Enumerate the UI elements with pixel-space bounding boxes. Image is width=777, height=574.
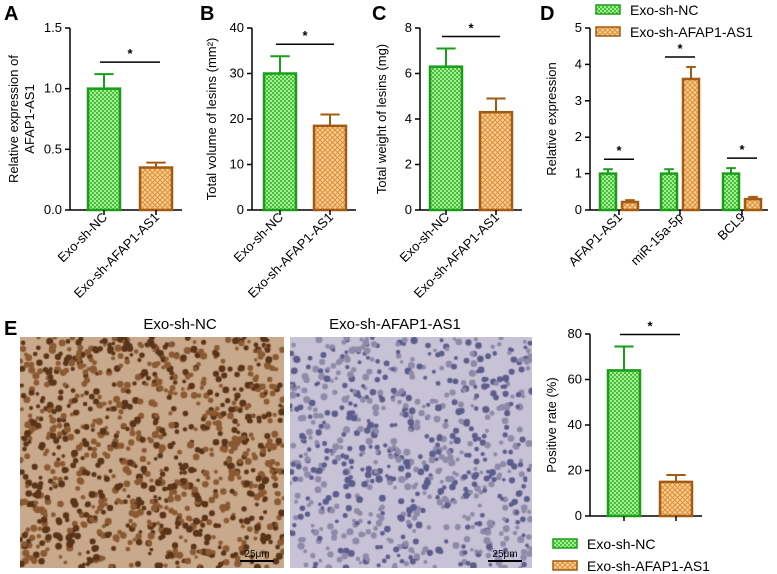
bar [721,172,741,212]
scalebar-left: 25μm [240,549,274,562]
chart-panel-e: 0 20 40 60 80 Positive rate (%) * [544,319,702,523]
micrograph-left-canvas [20,337,284,568]
bar [620,200,640,212]
micrograph-exo-sh-nc: 25μm [20,337,284,568]
significance-star: * [127,46,133,61]
legend-top: Exo-sh-NC Exo-sh-AFAP1-AS1 [595,2,753,40]
chart-panel-a: 0.0 0.5 1.0 1.5 Relative expression of AFAP1-… [6,20,182,301]
y-tick-label: 6 [405,66,412,81]
bar [598,172,618,212]
y-axis-title: Relative expression [544,62,559,175]
significance-star: * [468,20,474,35]
panel-label-b: B [200,3,214,25]
micrograph-right-canvas [290,337,532,568]
legend-top-afap-label: Exo-sh-AFAP1-AS1 [630,24,753,40]
chart-panel-d: 0 1 2 3 4 5 Relative expression * AFAP1-AS1 * miR-… [544,20,768,269]
x-tick-label: miR-15a-5p [627,210,686,269]
y-tick-label: 4 [405,111,412,126]
x-tick-label: Exo-sh-AFAP1-AS1 [245,210,336,301]
x-tick-label: Exo-sh-NC [55,210,111,266]
y-tick-label: 1 [575,166,582,181]
significance-star: * [677,41,683,56]
legend-bottom-nc-label: Exo-sh-NC [587,536,655,552]
legend-bottom: Exo-sh-NC Exo-sh-AFAP1-AS1 [552,536,710,574]
y-tick-label: 0 [237,202,244,217]
legend-top-nc-swatch [595,4,621,15]
y-tick-label: 1.0 [44,81,62,96]
panel-label-c: C [372,3,386,25]
bar [659,172,679,212]
y-tick-label: 3 [575,93,582,108]
bar [428,65,464,212]
y-tick-label: 2 [405,157,412,172]
y-tick-label: 40 [230,20,244,35]
bar [658,480,694,518]
significance-star: * [739,142,745,157]
y-tick-label: 0 [405,202,412,217]
bar [86,87,122,212]
y-tick-label: 1.5 [44,20,62,35]
panel-label-a: A [4,3,18,25]
y-tick-label: 2 [575,129,582,144]
x-tick-label: BCL9 [715,210,749,244]
y-tick-label: 40 [568,417,582,432]
y-tick-label: 4 [575,56,582,71]
scalebar-left-label: 25μm [244,549,270,560]
significance-star: * [647,319,653,334]
bar [681,77,701,212]
micrograph-right-title: Exo-sh-AFAP1-AS1 [329,316,461,333]
y-tick-label: 60 [568,372,582,387]
micrograph-left-title: Exo-sh-NC [143,316,217,333]
scalebar-right: 25μm [488,549,522,562]
chart-panel-b: 0 10 20 30 40 Total volume of lesins (mm²) Exo… [204,20,356,301]
micrograph-exo-sh-afap1-as1: 25μm [290,337,532,568]
x-tick-label: Exo-sh-AFAP1-AS1 [411,210,502,301]
y-tick-label: 5 [575,20,582,35]
y-axis-title: Total volume of lesins (mm²) [204,38,219,201]
significance-star: * [616,143,622,158]
y-tick-label: 0.5 [44,141,62,156]
y-tick-label: 0.0 [44,202,62,217]
legend-bottom-nc-swatch [552,538,578,549]
y-tick-label: 10 [230,157,244,172]
panel-label-e: E [4,318,17,340]
y-tick-label: 20 [230,111,244,126]
bar [478,110,514,212]
y-tick-label: 80 [568,326,582,341]
y-tick-label: 8 [405,20,412,35]
bar [606,369,642,518]
scalebar-right-label: 25μm [492,549,518,560]
y-axis-title-line1: Relative expression of [6,55,21,183]
panel-label-d: D [540,3,554,25]
legend-bottom-afap-swatch [552,560,578,571]
y-axis-title-line2: AFAP1-AS1 [22,84,37,153]
legend-bottom-afap-label: Exo-sh-AFAP1-AS1 [587,558,710,574]
legend-top-afap-swatch [595,26,621,37]
y-tick-label: 0 [575,202,582,217]
y-tick-label: 20 [568,463,582,478]
bar [743,197,763,212]
y-axis-title: Positive rate (%) [544,377,559,472]
y-axis-title: Total weight of lesins (mg) [374,44,389,194]
y-tick-label: 0 [575,508,582,523]
legend-top-nc-label: Exo-sh-NC [630,2,698,18]
bar [312,124,348,212]
bar [262,72,298,212]
y-tick-label: 30 [230,66,244,81]
x-tick-label: AFAP1-AS1 [565,210,625,270]
significance-star: * [302,28,308,43]
bar [138,166,174,212]
